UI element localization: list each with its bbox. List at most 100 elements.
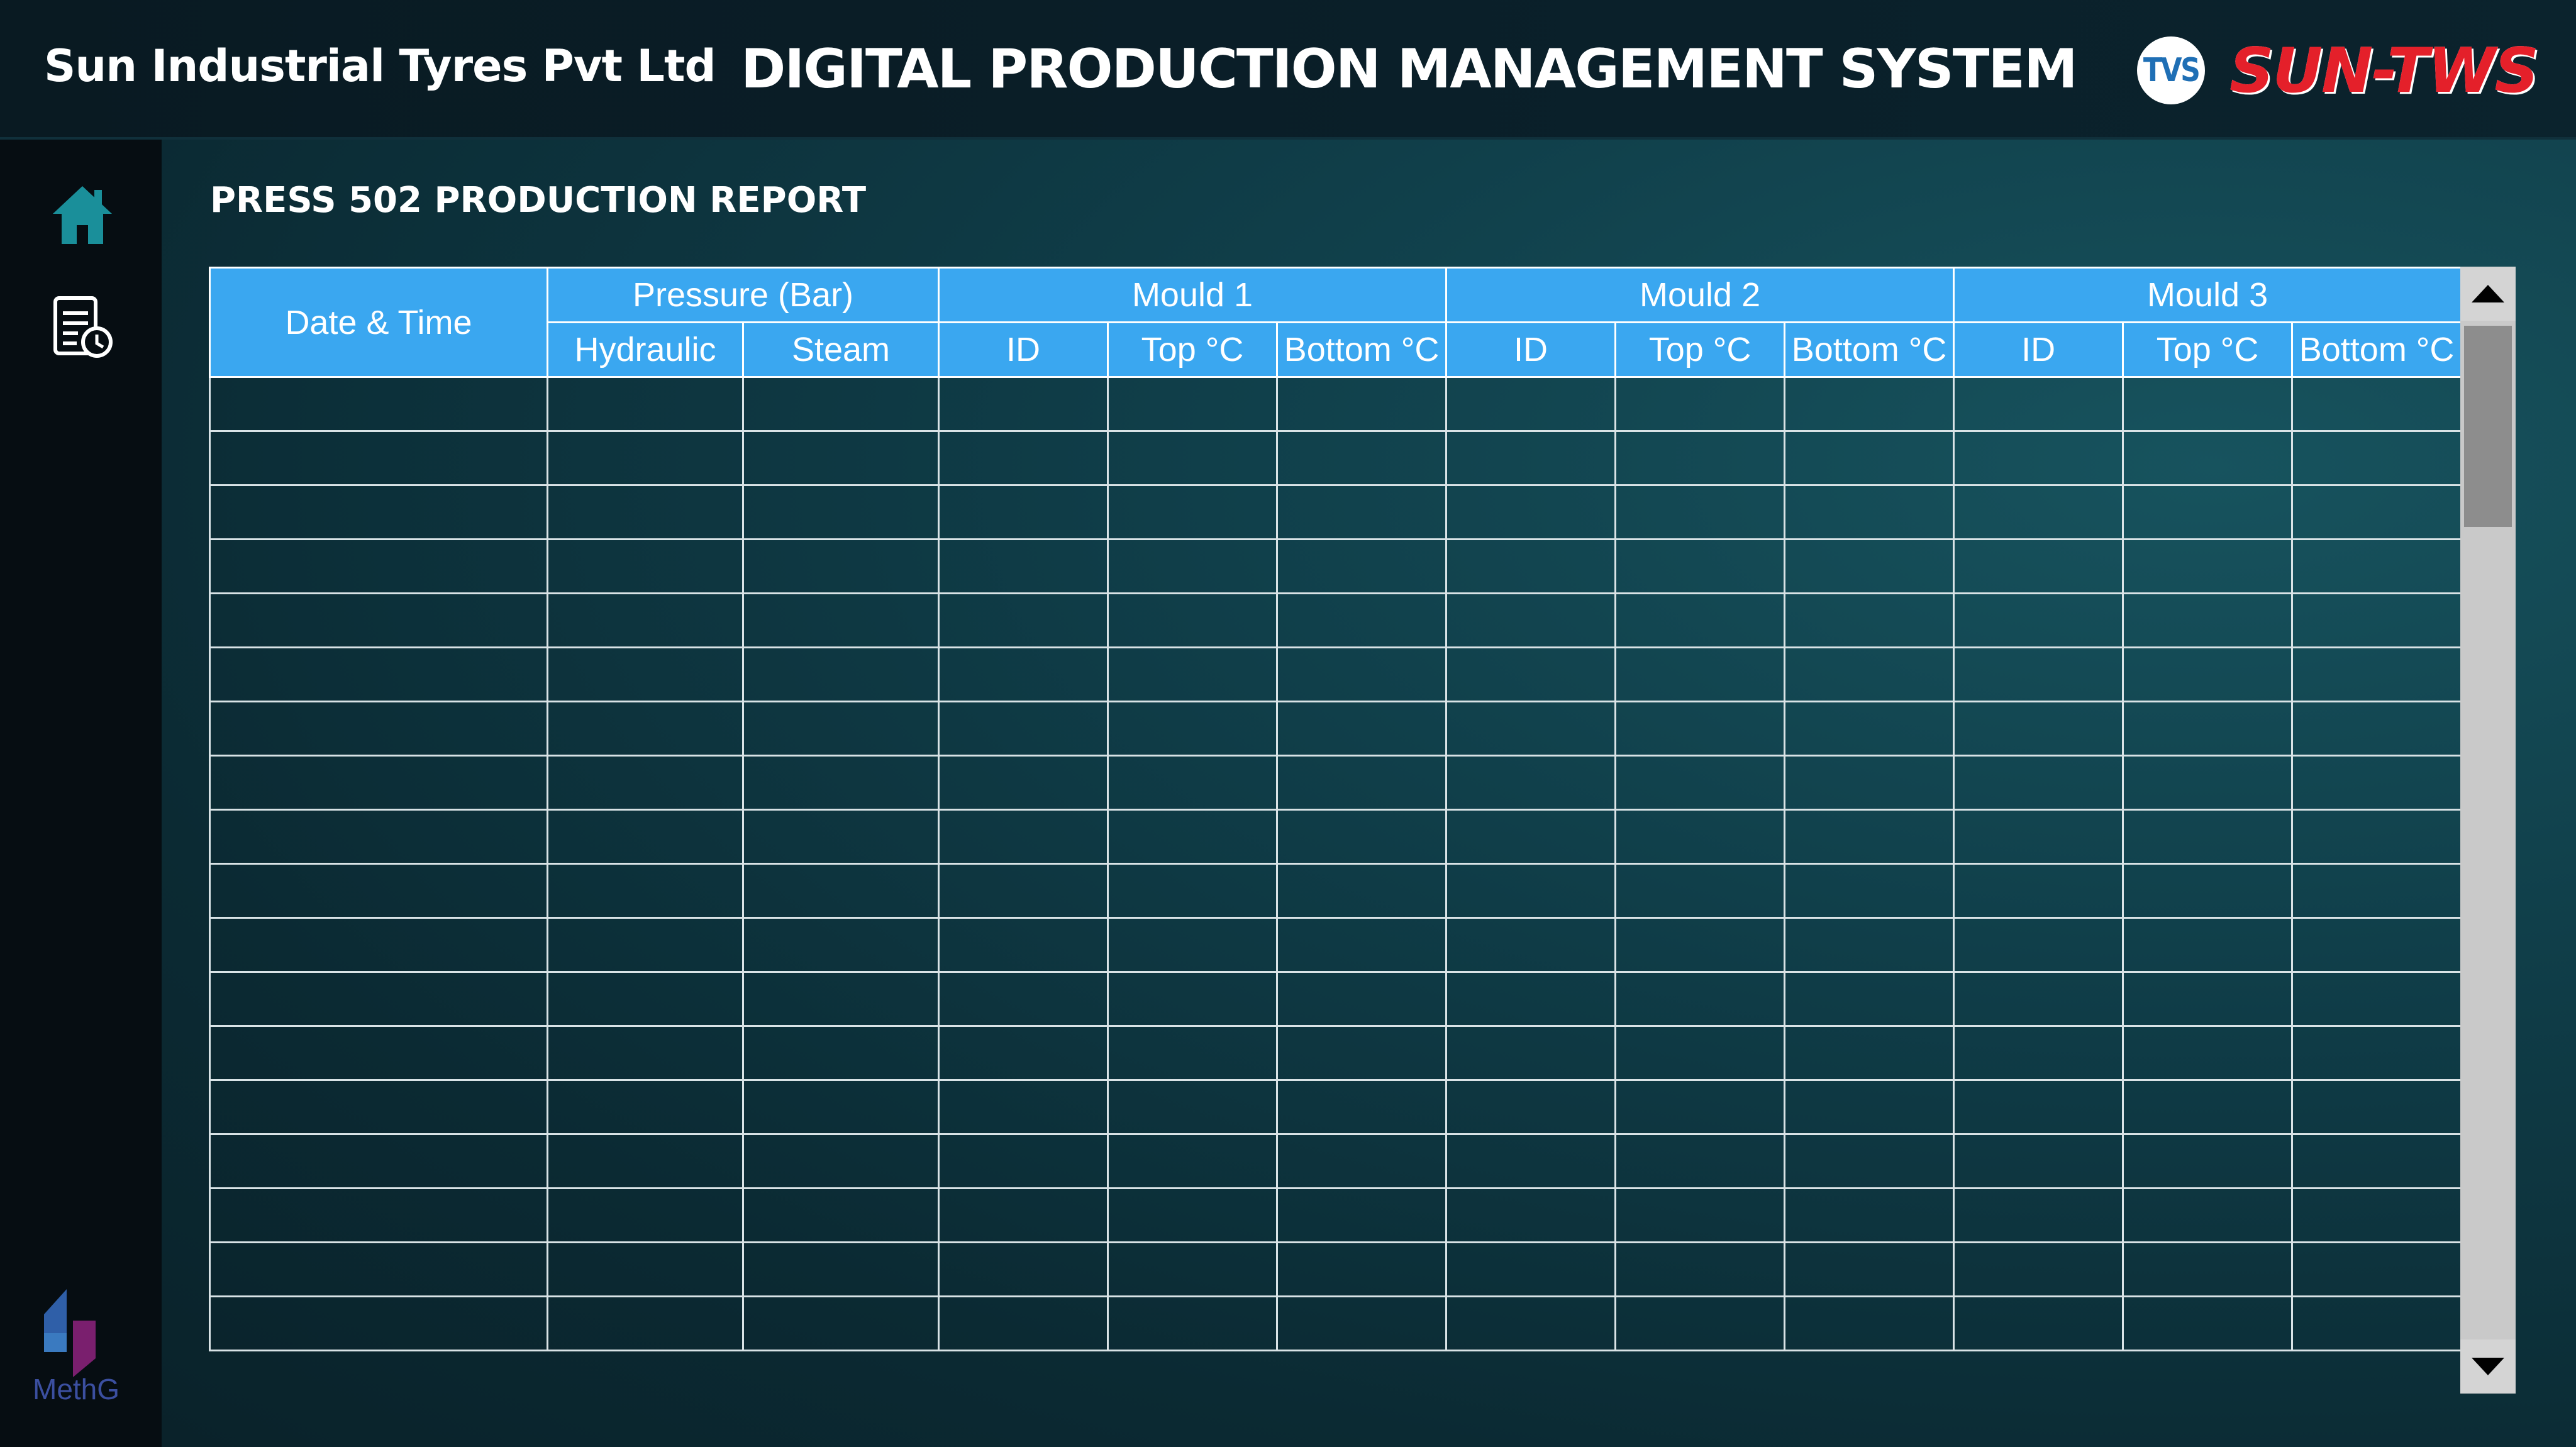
table-cell xyxy=(547,1025,744,1081)
table-cell xyxy=(547,809,744,865)
scroll-thumb[interactable] xyxy=(2464,326,2512,527)
table-cell xyxy=(547,701,744,757)
table-cell xyxy=(938,1187,1109,1243)
table-cell xyxy=(2122,592,2294,648)
table-cell xyxy=(209,646,548,702)
table-cell xyxy=(1953,1025,2124,1081)
table-row[interactable] xyxy=(209,971,2463,1027)
table-row[interactable] xyxy=(209,1241,2463,1297)
table-cell xyxy=(1445,1187,1617,1243)
table-cell xyxy=(1107,646,1278,702)
table-cell xyxy=(1953,1241,2124,1297)
table-cell xyxy=(1107,809,1278,865)
table-row[interactable] xyxy=(209,1187,2463,1243)
table-cell xyxy=(1107,1133,1278,1189)
table-cell xyxy=(209,863,548,919)
table-cell xyxy=(2122,701,2294,757)
table-cell xyxy=(209,701,548,757)
table-row[interactable] xyxy=(209,863,2463,919)
table-cell xyxy=(1614,917,1786,973)
table-cell xyxy=(938,1133,1109,1189)
table-cell xyxy=(1614,701,1786,757)
report-history-icon[interactable] xyxy=(49,294,116,361)
table-row[interactable] xyxy=(209,376,2463,432)
table-cell xyxy=(1784,971,1955,1027)
table-row[interactable] xyxy=(209,1025,2463,1081)
col-mould3-bottom[interactable]: Bottom °C xyxy=(2291,321,2463,378)
table-cell xyxy=(1614,971,1786,1027)
scroll-up-button[interactable] xyxy=(2460,267,2516,321)
tvs-logo: TVS xyxy=(2137,36,2205,104)
home-icon[interactable] xyxy=(49,181,116,248)
table-row[interactable] xyxy=(209,592,2463,648)
col-mould2-top[interactable]: Top °C xyxy=(1614,321,1786,378)
table-cell xyxy=(938,592,1109,648)
col-date-time[interactable]: Date & Time xyxy=(209,267,548,378)
table-cell xyxy=(547,1295,744,1351)
col-mould2-id[interactable]: ID xyxy=(1445,321,1617,378)
table-cell xyxy=(2122,809,2294,865)
col-steam[interactable]: Steam xyxy=(742,321,940,378)
table-cell xyxy=(1107,971,1278,1027)
table-cell xyxy=(209,592,548,648)
table-row[interactable] xyxy=(209,755,2463,811)
table-row[interactable] xyxy=(209,484,2463,540)
table-cell xyxy=(938,917,1109,973)
table-cell xyxy=(1614,646,1786,702)
table-cell xyxy=(547,592,744,648)
col-mould3-id[interactable]: ID xyxy=(1953,321,2124,378)
table-cell xyxy=(1445,646,1617,702)
table-cell xyxy=(2122,1079,2294,1135)
table-cell xyxy=(742,971,940,1027)
table-row[interactable] xyxy=(209,430,2463,486)
col-hydraulic[interactable]: Hydraulic xyxy=(547,321,744,378)
col-mould2-bottom[interactable]: Bottom °C xyxy=(1784,321,1955,378)
col-mould1-bottom[interactable]: Bottom °C xyxy=(1275,321,1448,378)
table-cell xyxy=(1107,701,1278,757)
table-cell xyxy=(938,755,1109,811)
table-cell xyxy=(209,484,548,540)
table-row[interactable] xyxy=(209,1133,2463,1189)
table-cell xyxy=(1275,1241,1448,1297)
table-cell xyxy=(1784,755,1955,811)
table-cell xyxy=(2291,971,2463,1027)
header-column-row: Hydraulic Steam ID Top °C Bottom °C ID T… xyxy=(210,321,2463,378)
table-cell xyxy=(1953,917,2124,973)
table-row[interactable] xyxy=(209,809,2463,865)
col-mould1-top[interactable]: Top °C xyxy=(1107,321,1278,378)
table-cell xyxy=(742,484,940,540)
scroll-down-button[interactable] xyxy=(2460,1339,2516,1394)
table-row[interactable] xyxy=(209,538,2463,594)
table-cell xyxy=(2122,1187,2294,1243)
table-cell xyxy=(1275,1295,1448,1351)
table-cell xyxy=(1107,430,1278,486)
table-cell xyxy=(1784,1241,1955,1297)
table-cell xyxy=(1614,863,1786,919)
arrow-down-icon xyxy=(2472,1358,2504,1375)
table-cell xyxy=(1784,538,1955,594)
table-cell xyxy=(2291,538,2463,594)
table-cell xyxy=(209,1025,548,1081)
table-cell xyxy=(742,1295,940,1351)
col-mould3-top[interactable]: Top °C xyxy=(2122,321,2294,378)
table-cell xyxy=(1614,484,1786,540)
table-cell xyxy=(1275,376,1448,432)
table-cell xyxy=(1614,592,1786,648)
col-mould1-id[interactable]: ID xyxy=(938,321,1109,378)
table-row[interactable] xyxy=(209,917,2463,973)
table-cell xyxy=(547,538,744,594)
table-row[interactable] xyxy=(209,1295,2463,1351)
table-row[interactable] xyxy=(209,1079,2463,1135)
table-cell xyxy=(2291,646,2463,702)
table-cell xyxy=(2122,755,2294,811)
table-cell xyxy=(1445,1133,1617,1189)
table-row[interactable] xyxy=(209,646,2463,702)
company-name: Sun Industrial Tyres Pvt Ltd xyxy=(44,40,716,92)
table-cell xyxy=(1614,1187,1786,1243)
table-cell xyxy=(1784,1187,1955,1243)
table-cell xyxy=(2291,1133,2463,1189)
table-row[interactable] xyxy=(209,701,2463,757)
table-cell xyxy=(742,430,940,486)
table-cell xyxy=(1784,1295,1955,1351)
table-scrollbar[interactable] xyxy=(2460,267,2516,1394)
